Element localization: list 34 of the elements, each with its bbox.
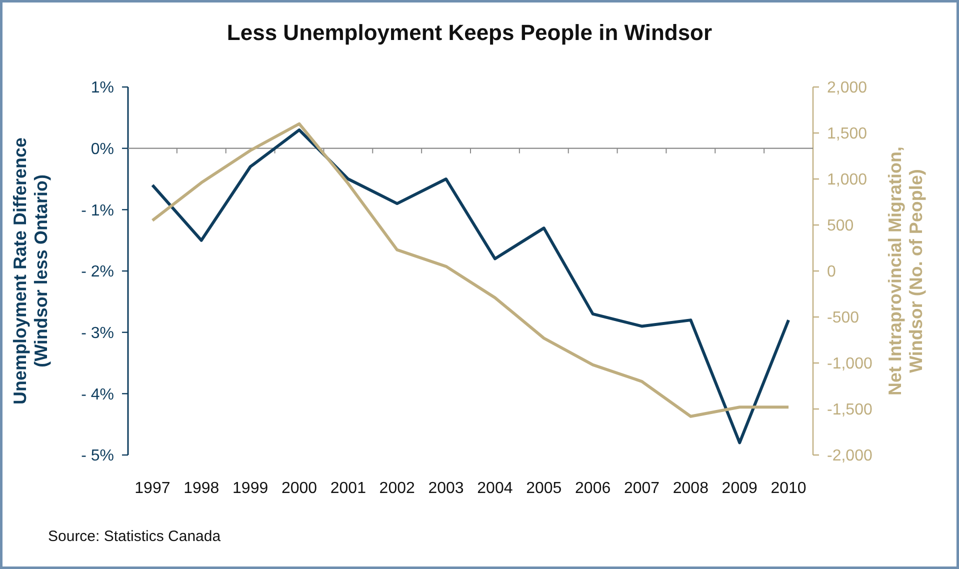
y2-tick-label: 1,000 [827, 172, 868, 189]
x-tick-label: 1998 [184, 480, 220, 497]
y2-tick-label: -1,000 [827, 356, 872, 373]
x-tick-label: 2008 [672, 480, 709, 497]
x-tick-label: 2009 [722, 480, 758, 497]
x-tick-label: 2010 [770, 480, 806, 497]
y-tick-label: - 1% [81, 202, 114, 220]
x-tick-label: 2005 [526, 480, 562, 497]
y2-tick-label: -500 [827, 310, 860, 327]
y-tick-label: - 5% [81, 448, 114, 465]
y2-tick-label: -1,500 [827, 402, 872, 419]
x-tick-label: 2002 [379, 480, 416, 497]
x-tick-label: 2000 [281, 480, 318, 497]
y-tick-label: 0% [90, 140, 114, 158]
y2-tick-label: 1,500 [827, 126, 868, 143]
y-tick-label: 1% [90, 80, 114, 97]
y2-tick-label: 2,000 [827, 80, 868, 97]
x-tick-label: 1999 [232, 480, 268, 497]
x-tick-label: 2001 [330, 480, 366, 497]
y2-tick-label: -2,000 [827, 448, 872, 465]
y2-tick-label: 0 [827, 264, 836, 281]
y-tick-label: - 4% [81, 386, 114, 404]
y2-tick-label: 500 [827, 218, 854, 235]
y2-axis-title: Net Intraprovincial Migration, Windsor (No. of People) [885, 146, 926, 396]
x-tick-label: 2004 [477, 480, 513, 497]
y-tick-label: - 2% [81, 264, 114, 281]
x-tick-label: 2006 [575, 480, 611, 497]
x-tick-label: 1997 [134, 480, 170, 497]
source-note: Source: Statistics Canada [48, 528, 222, 545]
x-tick-label: 2007 [624, 480, 660, 497]
x-tick-label: 2003 [428, 480, 464, 497]
chart-title: Less Unemployment Keeps People in Windsor [226, 20, 712, 45]
y-axis-title: Unemployment Rate Difference (Windsor less Ontario) [10, 137, 51, 405]
y-tick-label: - 3% [81, 324, 114, 342]
